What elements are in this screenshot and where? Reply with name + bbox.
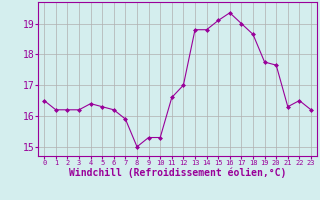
X-axis label: Windchill (Refroidissement éolien,°C): Windchill (Refroidissement éolien,°C) xyxy=(69,168,286,178)
